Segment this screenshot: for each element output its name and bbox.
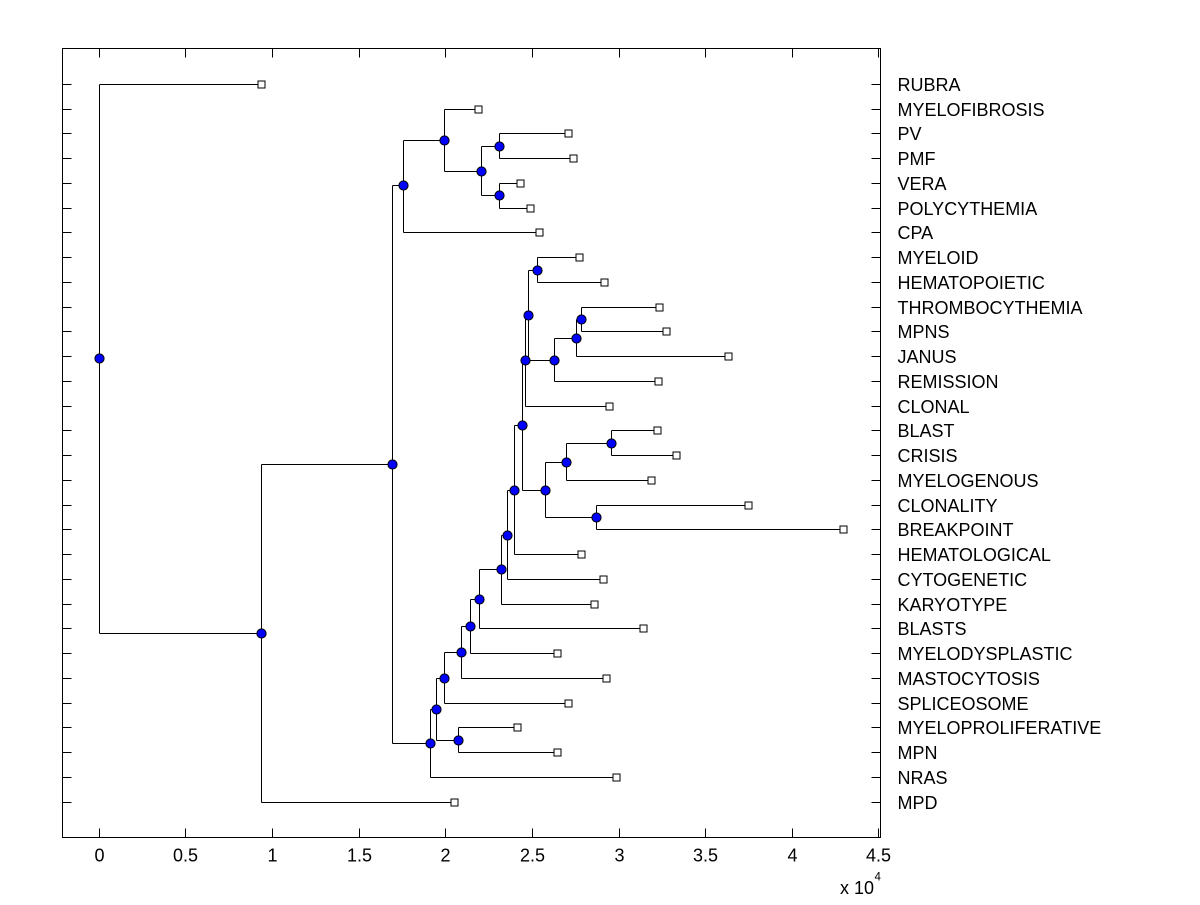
svg-text:HEMATOPOIETIC: HEMATOPOIETIC	[898, 273, 1045, 293]
svg-text:0: 0	[94, 846, 104, 866]
svg-text:SPLICEOSOME: SPLICEOSOME	[898, 694, 1029, 714]
svg-text:3.5: 3.5	[693, 846, 718, 866]
svg-text:4: 4	[875, 872, 882, 884]
svg-text:KARYOTYPE: KARYOTYPE	[898, 595, 1008, 615]
svg-text:1.5: 1.5	[347, 846, 372, 866]
svg-text:4.5: 4.5	[866, 846, 891, 866]
svg-text:2.5: 2.5	[520, 846, 545, 866]
svg-text:CRISIS: CRISIS	[898, 446, 958, 466]
svg-text:JANUS: JANUS	[898, 347, 957, 367]
svg-text:0.5: 0.5	[173, 846, 198, 866]
svg-text:BLAST: BLAST	[898, 421, 955, 441]
svg-text:CYTOGENETIC: CYTOGENETIC	[898, 570, 1028, 590]
svg-text:CLONALITY: CLONALITY	[898, 496, 998, 516]
svg-text:NRAS: NRAS	[898, 768, 948, 788]
svg-text:2: 2	[440, 846, 450, 866]
svg-text:PMF: PMF	[898, 149, 936, 169]
svg-text:x 10: x 10	[840, 878, 874, 898]
svg-text:PV: PV	[898, 124, 922, 144]
svg-text:MYELOID: MYELOID	[898, 248, 979, 268]
svg-text:1: 1	[267, 846, 277, 866]
svg-text:MASTOCYTOSIS: MASTOCYTOSIS	[898, 669, 1040, 689]
svg-text:CLONAL: CLONAL	[898, 397, 970, 417]
svg-text:BREAKPOINT: BREAKPOINT	[898, 520, 1014, 540]
svg-text:POLYCYTHEMIA: POLYCYTHEMIA	[898, 199, 1038, 219]
svg-text:3: 3	[614, 846, 624, 866]
svg-text:RUBRA: RUBRA	[898, 75, 961, 95]
svg-text:MPD: MPD	[898, 793, 938, 813]
svg-text:THROMBOCYTHEMIA: THROMBOCYTHEMIA	[898, 298, 1083, 318]
svg-text:MYELOPROLIFERATIVE: MYELOPROLIFERATIVE	[898, 718, 1102, 738]
svg-text:4: 4	[787, 846, 797, 866]
svg-text:REMISSION: REMISSION	[898, 372, 999, 392]
svg-text:MPN: MPN	[898, 743, 938, 763]
svg-text:CPA: CPA	[898, 223, 934, 243]
svg-text:VERA: VERA	[898, 174, 947, 194]
svg-text:HEMATOLOGICAL: HEMATOLOGICAL	[898, 545, 1051, 565]
svg-text:MYELOGENOUS: MYELOGENOUS	[898, 471, 1039, 491]
svg-text:MPNS: MPNS	[898, 322, 950, 342]
svg-text:MYELOFIBROSIS: MYELOFIBROSIS	[898, 100, 1045, 120]
svg-text:MYELODYSPLASTIC: MYELODYSPLASTIC	[898, 644, 1073, 664]
svg-text:BLASTS: BLASTS	[898, 619, 967, 639]
